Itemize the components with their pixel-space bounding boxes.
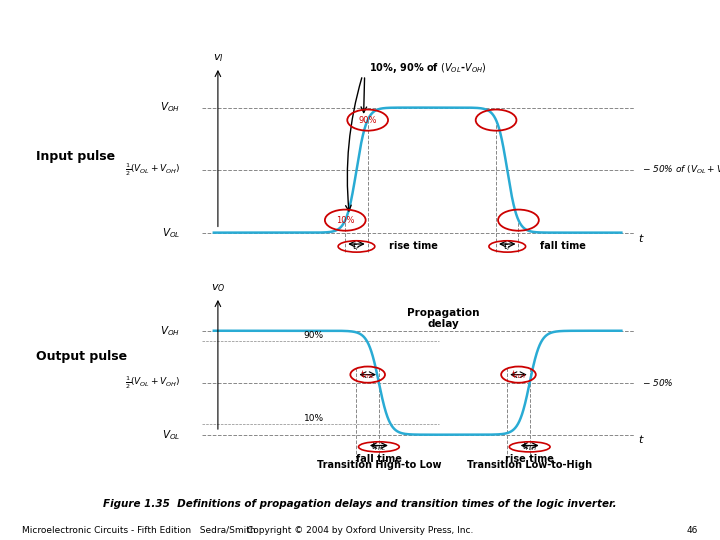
Text: $t$: $t$	[639, 433, 645, 445]
Text: $t$: $t$	[639, 232, 645, 244]
Text: Transition High-to Low: Transition High-to Low	[317, 460, 441, 470]
Text: 10%, 90% of $(V_{OL}$-$V_{OH})$: 10%, 90% of $(V_{OL}$-$V_{OH})$	[369, 61, 487, 75]
Text: $\frac{1}{2}(V_{OL}+V_{OH})$: $\frac{1}{2}(V_{OL}+V_{OH})$	[125, 162, 180, 178]
Text: fall time: fall time	[356, 454, 402, 464]
Text: Propagation
delay: Propagation delay	[407, 308, 480, 329]
Text: Microelectronic Circuits - Fifth Edition   Sedra/Smith: Microelectronic Circuits - Fifth Edition…	[22, 526, 255, 535]
Text: $t_{TLH}$: $t_{TLH}$	[522, 441, 537, 453]
Text: Output pulse: Output pulse	[36, 350, 127, 363]
Text: 10%: 10%	[304, 414, 323, 423]
Text: $V_{OH}$: $V_{OH}$	[160, 324, 180, 338]
Text: $V_{OH}$: $V_{OH}$	[160, 100, 180, 114]
Text: rise time: rise time	[389, 241, 438, 252]
Text: 90%: 90%	[359, 116, 377, 125]
Text: Transition Low-to-High: Transition Low-to-High	[467, 460, 593, 470]
Text: $V_{OL}$: $V_{OL}$	[161, 226, 180, 240]
Text: $\frac{1}{2}(V_{OL}+V_{OH})$: $\frac{1}{2}(V_{OL}+V_{OH})$	[125, 374, 180, 391]
Text: $-$ 50%: $-$ 50%	[642, 377, 674, 388]
Text: $t_{PLH}$: $t_{PLH}$	[511, 368, 526, 381]
Text: Input pulse: Input pulse	[36, 150, 115, 163]
Text: 46: 46	[687, 526, 698, 535]
Text: Figure 1.35  Definitions of propagation delays and transition times of the logic: Figure 1.35 Definitions of propagation d…	[103, 500, 617, 509]
Text: $t_{THL}$: $t_{THL}$	[372, 441, 387, 453]
Text: $-$ 50% of $(V_{OL}+V_{OH})$: $-$ 50% of $(V_{OL}+V_{OH})$	[642, 164, 720, 177]
Text: $v_I$: $v_I$	[212, 52, 223, 64]
Text: $t_f$: $t_f$	[503, 240, 511, 253]
Text: 10%: 10%	[336, 215, 354, 225]
Text: $t_{PHL}$: $t_{PHL}$	[360, 368, 375, 381]
Text: 90%: 90%	[304, 331, 323, 340]
Text: rise time: rise time	[505, 454, 554, 464]
Text: $v_O$: $v_O$	[211, 282, 225, 294]
Text: Copyright © 2004 by Oxford University Press, Inc.: Copyright © 2004 by Oxford University Pr…	[247, 526, 473, 535]
Text: $t_r$: $t_r$	[352, 240, 361, 253]
Text: fall time: fall time	[540, 241, 586, 252]
Text: $V_{OL}$: $V_{OL}$	[161, 428, 180, 442]
